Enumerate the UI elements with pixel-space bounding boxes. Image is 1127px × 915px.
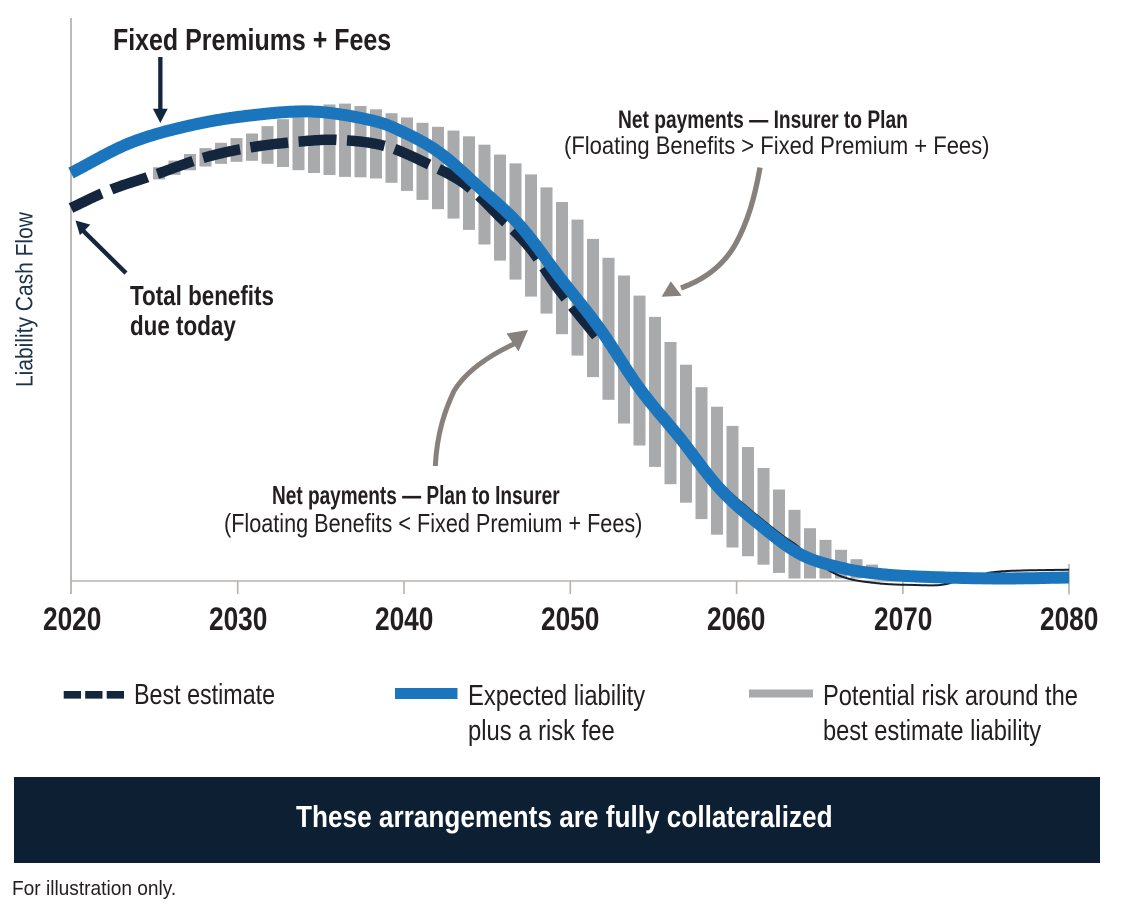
svg-text:Liability Cash Flow: Liability Cash Flow [11, 211, 38, 387]
